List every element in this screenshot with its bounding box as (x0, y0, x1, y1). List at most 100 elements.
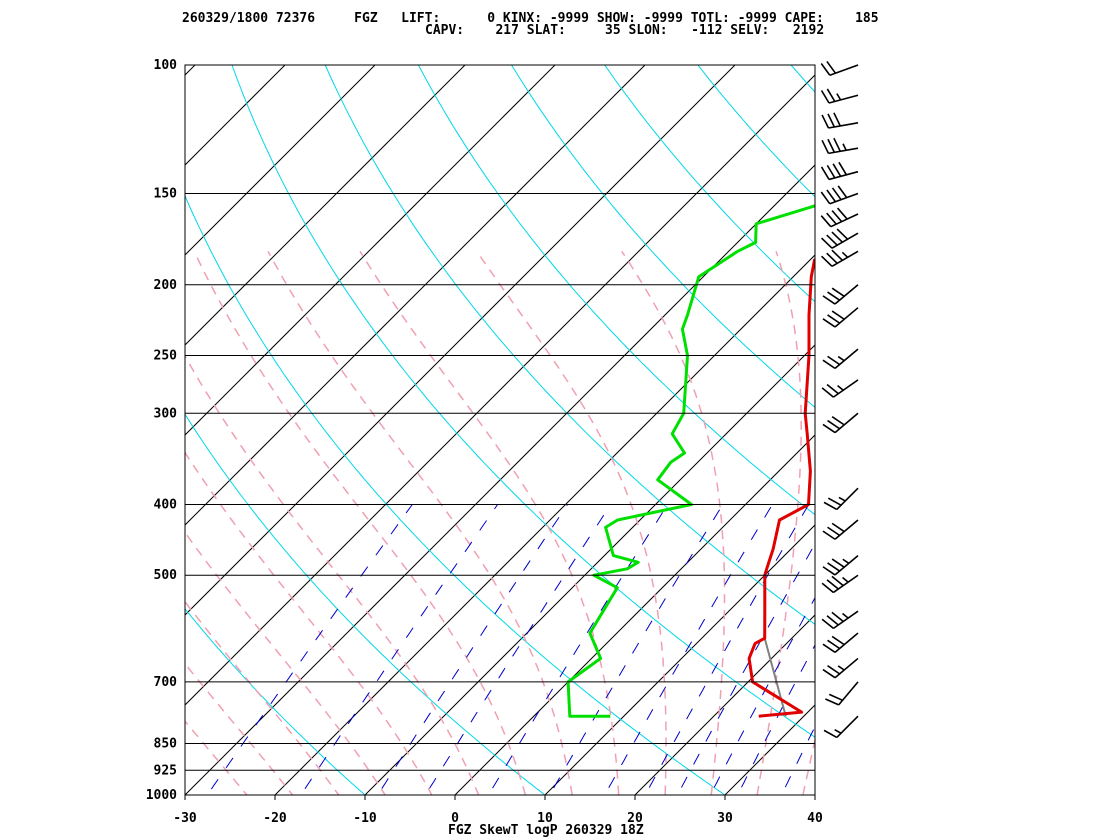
moist-adiabat (621, 250, 726, 795)
y-tick-200: 200 (154, 278, 178, 293)
barb-flag (831, 575, 844, 587)
barb-flag (837, 185, 848, 199)
barb-flag (827, 665, 841, 675)
mixing-ratio-line (300, 504, 499, 795)
mixing-ratio-line (676, 542, 815, 795)
barb-flag (820, 255, 833, 267)
y-tick-250: 250 (154, 348, 178, 363)
wind-barb-160 (820, 207, 859, 228)
wind-barb-245 (822, 348, 859, 370)
barb-flag (820, 166, 830, 180)
isotherm (274, 254, 815, 795)
barb-flag (822, 359, 836, 370)
barb-half-flag (842, 612, 849, 619)
mixing-ratio-line (780, 725, 815, 795)
barb-flag (821, 387, 834, 398)
barb-flag (822, 423, 836, 434)
y-tick-850: 850 (154, 736, 178, 751)
footer-caption: FGZ SkewT logP 260329 18Z (448, 823, 644, 838)
barb-flag (823, 501, 838, 511)
wind-barb-380 (823, 487, 859, 511)
dry-adiabat (944, 32, 1120, 811)
barb-flag (827, 113, 836, 128)
wind-barb-270 (821, 379, 859, 398)
barb-flag (825, 698, 840, 706)
barb-flag (828, 693, 843, 702)
header-line-2: CAPV: 217 SLAT: 35 SLON: -112 SELV: 2192 (425, 23, 824, 38)
mixing-ratio-line (424, 504, 612, 795)
barb-flag (836, 228, 849, 240)
dry-adiabat (854, 32, 1120, 811)
barb-staff (834, 657, 859, 679)
moist-adiabat (185, 451, 433, 795)
barb-staff (828, 147, 859, 155)
barb-flag (820, 237, 833, 249)
mixing-ratio-line (487, 504, 669, 795)
moist-adiabat (476, 250, 667, 795)
barb-half-flag (842, 576, 849, 583)
barb-flag (827, 419, 841, 430)
barb-half-flag (837, 385, 844, 391)
barb-flag (831, 635, 845, 646)
y-tick-500: 500 (154, 568, 178, 583)
barb-staff (836, 487, 859, 511)
isotherm (185, 65, 736, 616)
barb-flag (826, 164, 836, 179)
moist-adiabat (185, 531, 386, 795)
mixing-ratio-line (549, 504, 724, 795)
wind-barb-140 (820, 161, 859, 181)
wind-barb-100 (820, 60, 859, 77)
barb-flag (831, 249, 843, 261)
barb-flag (820, 90, 830, 104)
moist-adiabat (756, 251, 802, 795)
barb-flag (823, 729, 838, 739)
isotherm (185, 65, 286, 166)
dry-adiabat (604, 65, 815, 303)
barb-flag (831, 287, 845, 297)
isotherm (185, 74, 815, 706)
barb-half-flag (842, 558, 850, 565)
barb-flag (831, 522, 845, 533)
barb-flag (838, 161, 848, 176)
barb-flag (833, 112, 841, 127)
barb-flag (826, 615, 839, 626)
barb-flag (822, 643, 836, 653)
barb-flag (826, 579, 839, 590)
barb-flag (826, 234, 838, 246)
x-tick--10: -10 (353, 811, 377, 826)
wind-barb-650 (822, 657, 859, 679)
barb-staff (828, 170, 859, 181)
barb-staff (832, 379, 859, 398)
barb-flag (826, 252, 838, 264)
wind-barb-600 (822, 632, 859, 653)
barb-half-flag (838, 496, 846, 502)
isotherm (185, 65, 556, 436)
barb-flag (821, 139, 830, 154)
barb-flag (822, 668, 836, 679)
barb-flag (831, 611, 844, 623)
isotherm (634, 614, 815, 795)
barb-flag (820, 191, 831, 205)
barb-staff (832, 610, 859, 630)
barb-flag (827, 639, 841, 650)
header-line-1: 260329/1800 72376 FGZ LIFT: 0 KINX: -999… (182, 11, 879, 26)
isotherm (185, 65, 376, 256)
y-tick-1000: 1000 (146, 788, 177, 803)
y-tick-100: 100 (154, 58, 178, 73)
mixing-ratio-line (709, 596, 815, 795)
wind-barb-180 (820, 249, 859, 268)
dewpoint-line (566, 204, 815, 718)
wind-barb-700 (825, 681, 859, 706)
barb-flag (822, 318, 836, 328)
barb-half-flag (836, 93, 842, 101)
barb-flag (821, 114, 830, 129)
y-tick-700: 700 (154, 675, 178, 690)
dry-adiabat (790, 65, 815, 93)
moist-adiabat (802, 736, 815, 795)
x-tick--30: -30 (173, 811, 197, 826)
barb-half-flag (834, 728, 842, 734)
wind-barb-120 (821, 112, 859, 129)
wind-barbs (820, 60, 859, 739)
barb-flag (822, 566, 836, 576)
